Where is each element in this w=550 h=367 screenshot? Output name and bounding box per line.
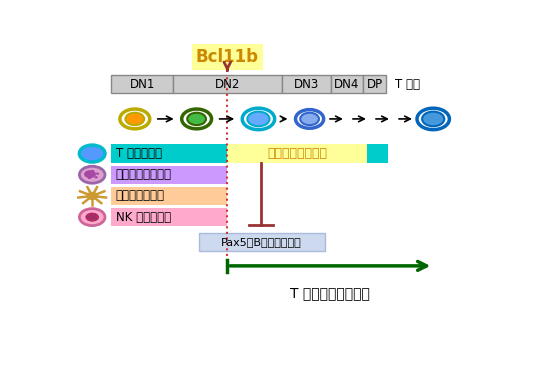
Text: T 細胞分化能: T 細胞分化能 [116,147,162,160]
Text: DN4: DN4 [334,78,360,91]
Circle shape [182,109,212,129]
Text: Bcl11b: Bcl11b [196,48,259,66]
Bar [331,75,363,94]
Circle shape [87,218,90,220]
Text: DN1: DN1 [130,78,155,91]
Bar [199,233,324,251]
Bar [111,166,227,184]
Circle shape [248,112,270,126]
Circle shape [87,193,97,199]
Circle shape [187,113,206,125]
Bar [227,144,367,163]
Circle shape [87,214,90,217]
Circle shape [88,177,91,179]
Circle shape [125,113,144,125]
Bar [111,144,388,163]
Circle shape [79,209,105,226]
Bar [111,187,227,205]
Circle shape [92,213,95,215]
Circle shape [295,110,323,128]
Bar [111,75,173,94]
Circle shape [85,172,89,175]
Circle shape [95,216,98,218]
Bar [282,75,331,94]
Text: NK 細胞分化能: NK 細胞分化能 [116,211,170,224]
Circle shape [79,166,105,183]
Text: ポリコーム複合体: ポリコーム複合体 [267,147,327,160]
Text: T 細胞: T 細胞 [395,78,420,91]
Circle shape [300,113,319,125]
Circle shape [79,145,105,162]
Bar [363,75,386,94]
Bar [111,208,227,226]
Circle shape [120,109,150,129]
Circle shape [85,212,99,222]
Circle shape [92,219,95,221]
Text: Pax5（B細胞分化能）: Pax5（B細胞分化能） [221,237,302,247]
Text: DN3: DN3 [294,78,319,91]
Circle shape [84,170,96,178]
Circle shape [96,172,99,175]
Circle shape [242,108,274,130]
Text: T 系列への完全決定: T 系列への完全決定 [290,286,370,300]
Circle shape [417,108,449,130]
Bar [173,75,282,94]
Text: ミエロイド分化能: ミエロイド分化能 [116,168,172,181]
Circle shape [91,170,94,172]
Text: DP: DP [366,78,383,91]
Text: DN2: DN2 [215,78,240,91]
Circle shape [422,112,444,126]
Text: 樹状細胞分化能: 樹状細胞分化能 [116,189,164,203]
Circle shape [95,176,98,178]
